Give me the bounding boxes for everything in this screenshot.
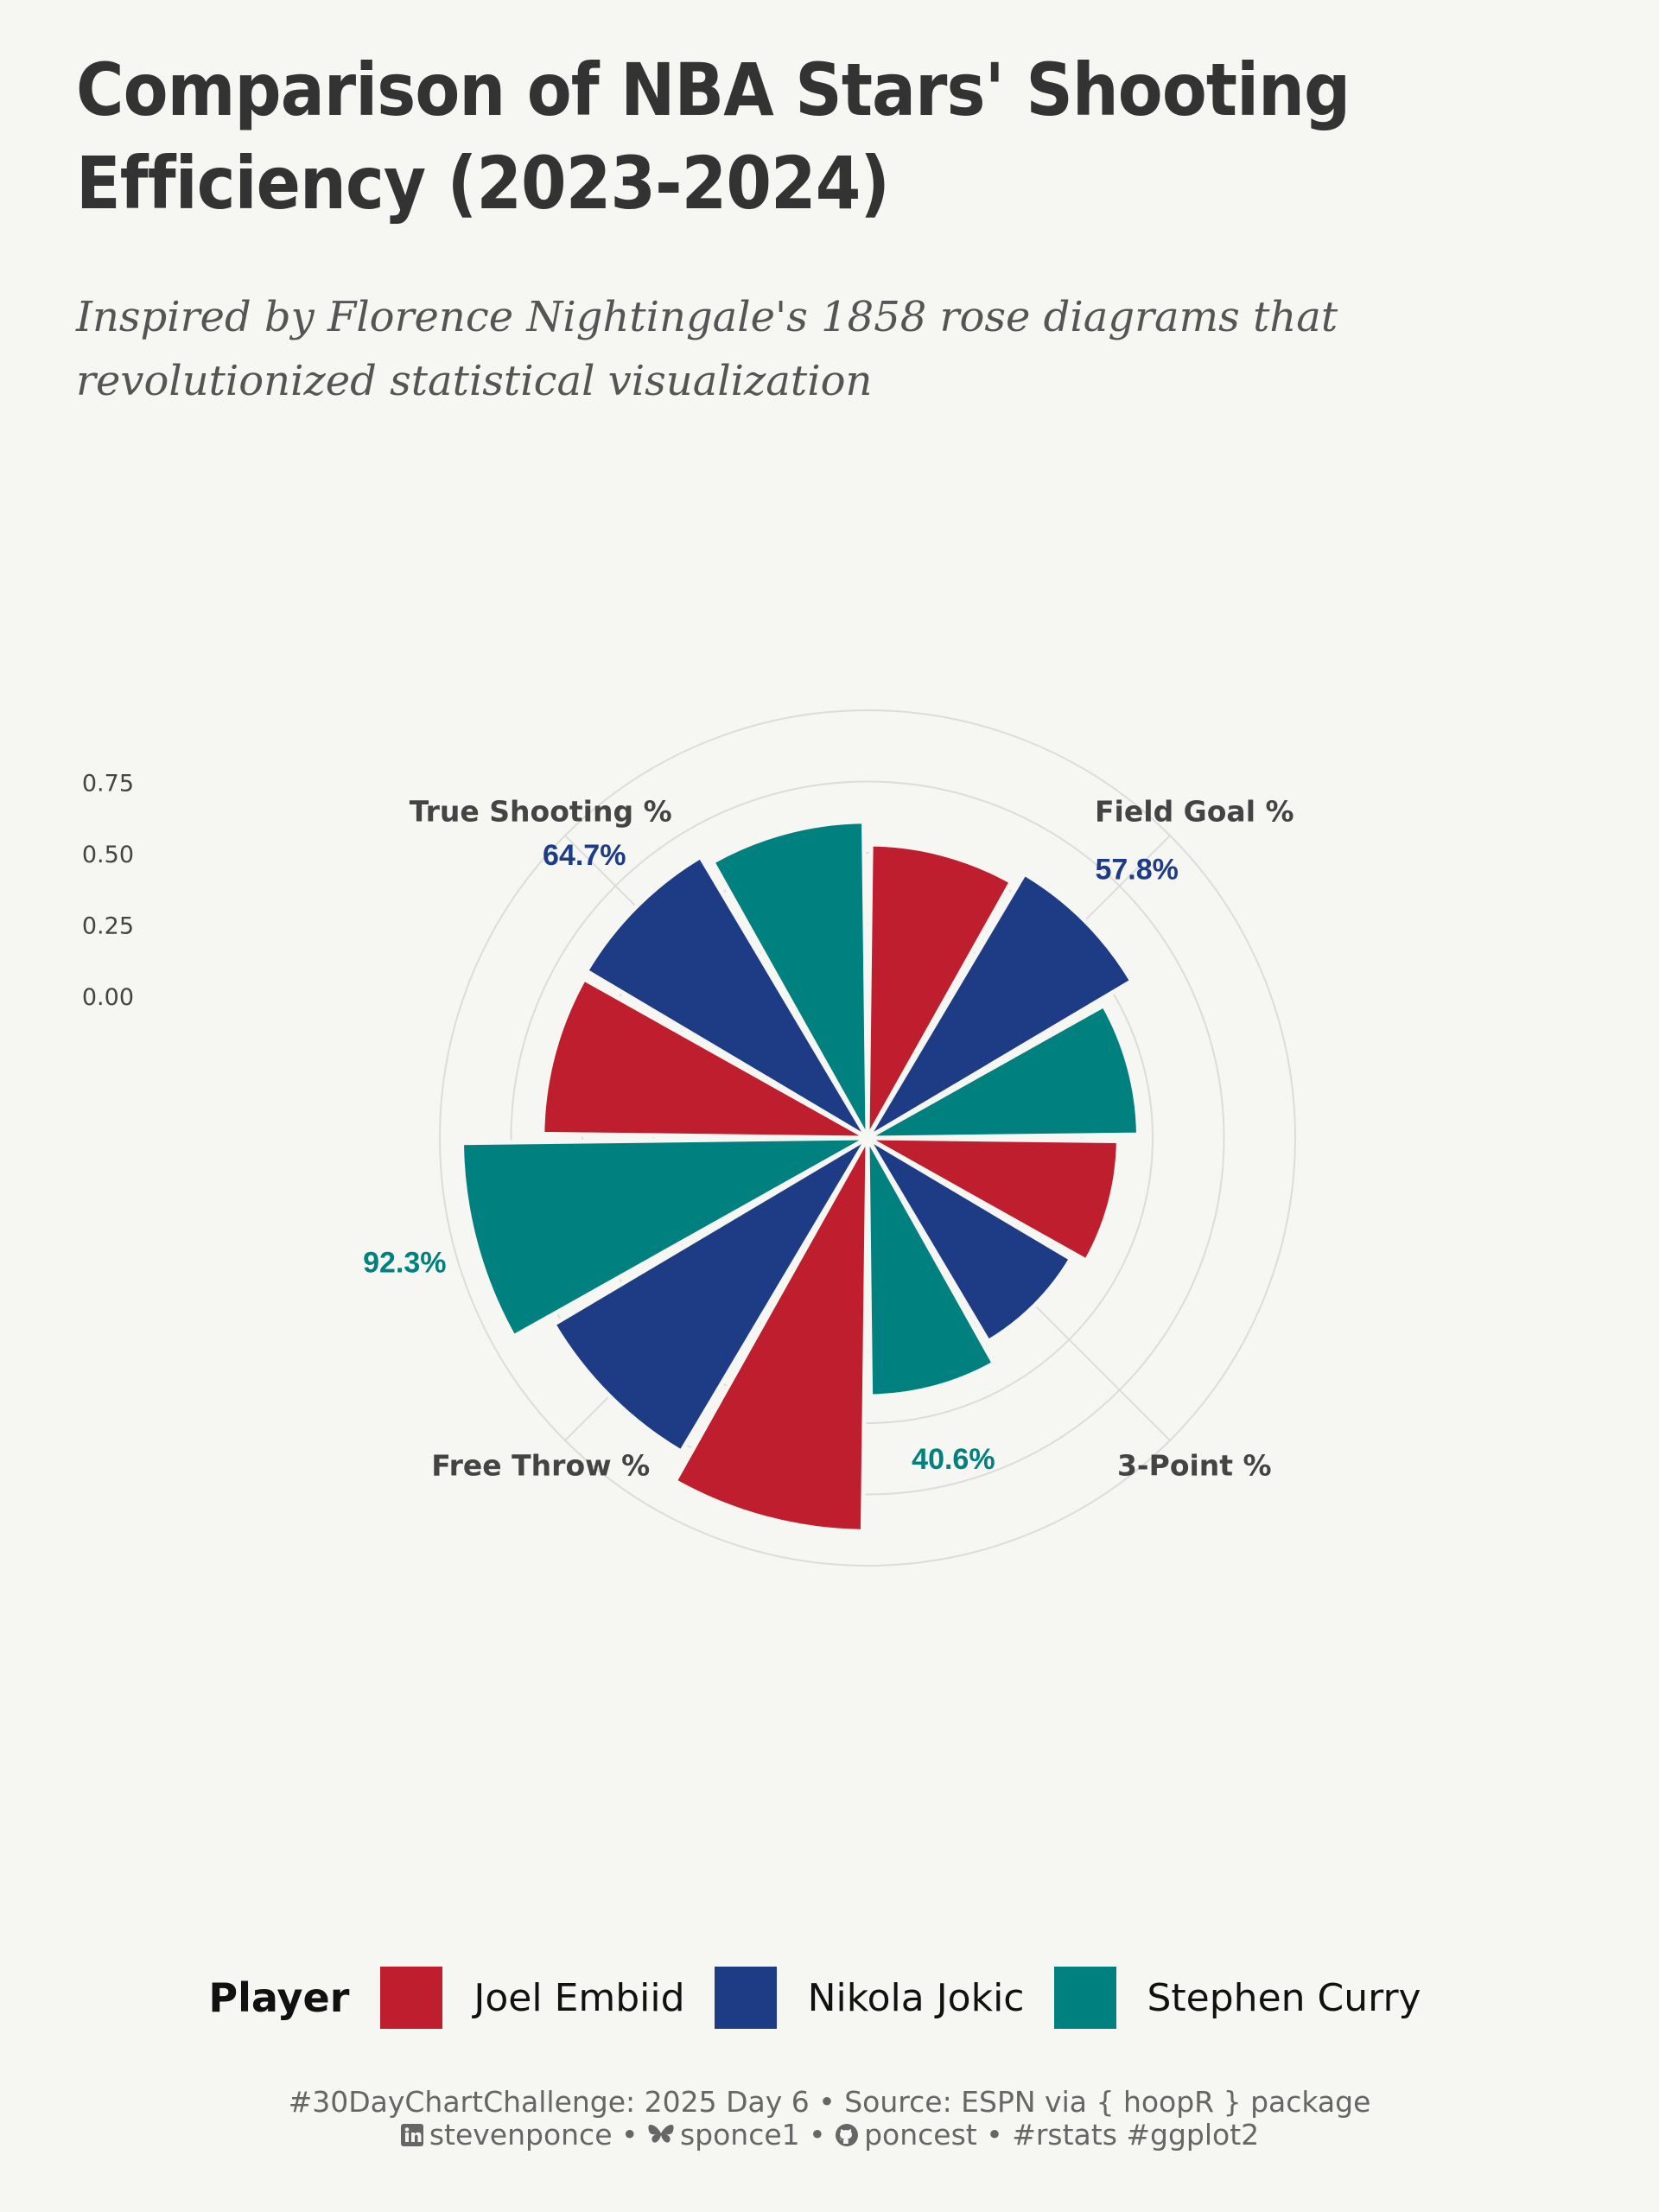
legend-label-joel-embiid: Joel Embiid (474, 1975, 685, 2020)
caption-sep-1: • (612, 2118, 647, 2152)
radial-tick-label: 0.50 (82, 842, 134, 868)
bluesky-handle: sponce1 (679, 2118, 800, 2152)
value-label-nikola-jokic-true-shooting: 64.7% (543, 839, 626, 872)
bar-stephen-curry-true-shooting (709, 819, 870, 1140)
github-icon (836, 2124, 859, 2146)
caption: #30DayChartChallenge: 2025 Day 6 • Sourc… (0, 2086, 1659, 2152)
radial-tick-label: 0.00 (82, 984, 134, 1011)
bar-joel-embiid-true-shooting (540, 976, 869, 1141)
rose-chart: Field Goal % 3-Point % Free Throw % True Sh… (82, 709, 1296, 1567)
bar-nikola-jokic-3-point (865, 1135, 1074, 1344)
legend-swatch-nikola-jokic (714, 1967, 777, 2029)
bar-stephen-curry-field-goal (866, 1002, 1141, 1141)
value-label-stephen-curry-free-throw: 92.3% (363, 1247, 446, 1280)
bluesky-butterfly-icon (648, 2125, 674, 2143)
category-label-true-shooting: True Shooting % (410, 795, 672, 829)
bar-nikola-jokic-field-goal (865, 870, 1135, 1141)
legend-item-stephen-curry: Stephen Curry (1053, 1967, 1421, 2029)
grid-circle (652, 923, 1083, 1353)
legend-label-nikola-jokic: Nikola Jokic (807, 1975, 1025, 2020)
bar-layer (459, 819, 1141, 1534)
value-label-stephen-curry-3-point: 40.6% (912, 1443, 995, 1476)
value-label-nikola-jokic-field-goal: 57.8% (1095, 853, 1178, 886)
category-label-3-point: 3-Point % (1117, 1448, 1272, 1482)
bar-stephen-curry-3-point (865, 1136, 997, 1399)
caption-line-2: stevenponce • sponce1 • poncest • #rstat… (0, 2119, 1659, 2152)
chart-title: Comparison of NBA Stars' Shooting Effici… (76, 48, 1351, 226)
legend-title: Player (208, 1974, 350, 2021)
chart-subtitle: Inspired by Florence Nightingale's 1858 … (76, 293, 1338, 405)
caption-tags: #rstats #ggplot2 (1012, 2118, 1260, 2152)
grid-circle (510, 780, 1225, 1496)
legend-item-nikola-jokic: Nikola Jokic (714, 1967, 1025, 2029)
bar-nikola-jokic-true-shooting (583, 854, 870, 1141)
legend: Player Joel Embiid Nikola Jokic Stephen … (0, 1961, 1659, 2034)
radial-tick-label: 0.25 (82, 913, 134, 940)
radial-tick-label: 0.75 (82, 771, 134, 798)
label-layer: Field Goal % 3-Point % Free Throw % True Sh… (82, 771, 1294, 1483)
linkedin-handle: stevenponce (429, 2118, 613, 2152)
legend-item-joel-embiid: Joel Embiid (380, 1967, 685, 2029)
legend-swatch-joel-embiid (380, 1967, 443, 2029)
bar-joel-embiid-free-throw (671, 1136, 870, 1534)
bar-joel-embiid-field-goal (865, 842, 1014, 1140)
caption-sep-2: • (799, 2118, 836, 2152)
linkedin-icon (400, 2124, 423, 2146)
bar-nikola-jokic-free-throw (550, 1135, 870, 1455)
grid-circle (582, 852, 1154, 1424)
legend-swatch-stephen-curry (1053, 1967, 1116, 2029)
caption-line-1: #30DayChartChallenge: 2025 Day 6 • Sourc… (288, 2085, 1371, 2119)
category-label-free-throw: Free Throw % (431, 1448, 650, 1482)
bar-stephen-curry-free-throw (459, 1135, 869, 1340)
category-label-field-goal: Field Goal % (1095, 795, 1294, 829)
github-handle: poncest (864, 2118, 977, 2152)
legend-label-stephen-curry: Stephen Curry (1147, 1975, 1421, 2020)
caption-sep-3: • (976, 2118, 1013, 2152)
bar-joel-embiid-3-point (866, 1135, 1121, 1264)
grid-circle (439, 709, 1296, 1567)
